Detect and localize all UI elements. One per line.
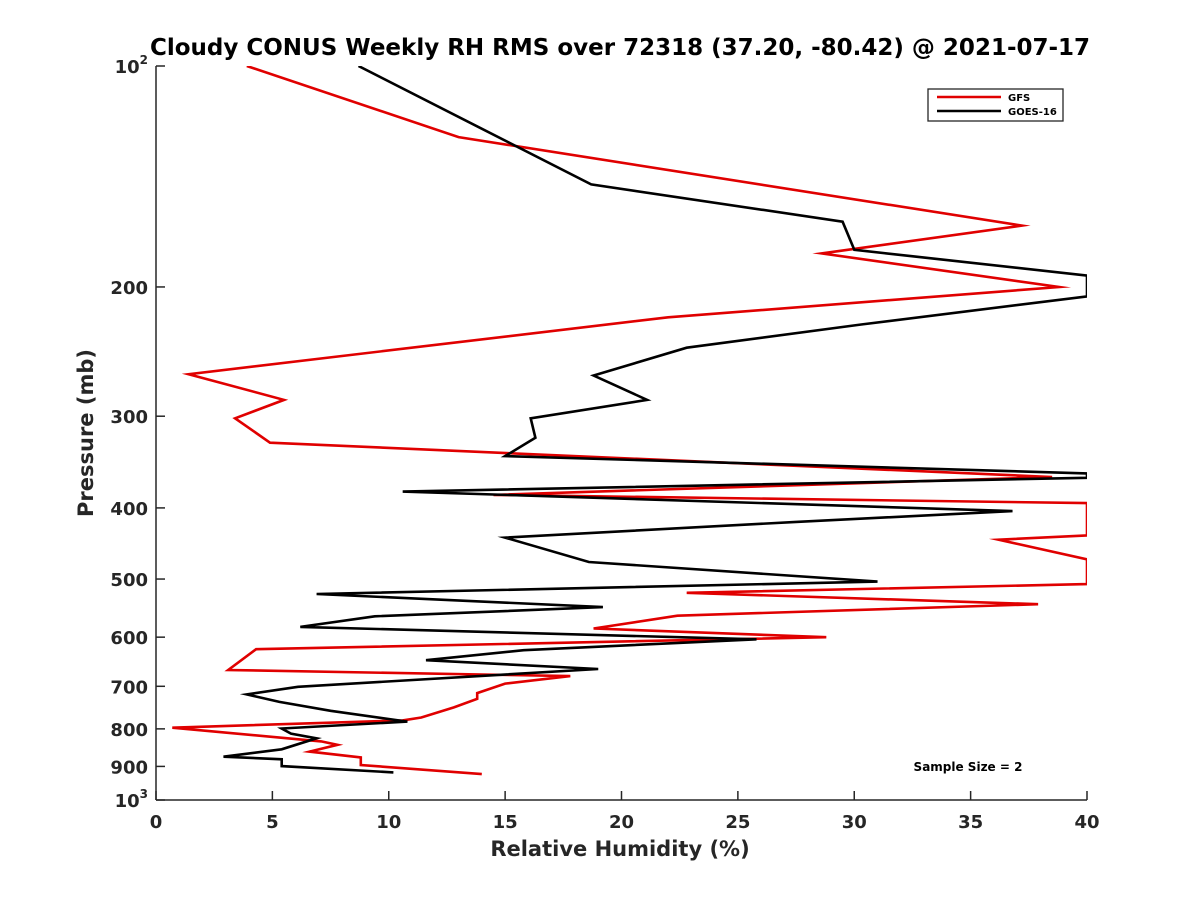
y-tick-label: 300 (110, 407, 148, 428)
series-layer (172, 66, 1087, 776)
plot-area (156, 66, 1087, 800)
series-line-goes-16 (223, 66, 1087, 774)
legend-label: GOES-16 (1008, 107, 1057, 118)
y-axis-label: Pressure (mb) (74, 349, 98, 517)
y-tick-label: 500 (110, 570, 148, 591)
x-tick-label: 15 (493, 812, 518, 833)
series-line-gfs (172, 66, 1087, 776)
x-tick-label: 25 (725, 812, 750, 833)
x-tick-label: 10 (376, 812, 401, 833)
y-tick-label: 700 (110, 677, 148, 698)
x-axis-label: Relative Humidity (%) (490, 837, 749, 861)
sample-size-annotation: Sample Size = 2 (914, 760, 1023, 774)
y-tick-label: 103 (115, 787, 148, 812)
y-tick-label: 200 (110, 278, 148, 299)
x-tick-label: 5 (266, 812, 279, 833)
x-tick-label: 30 (842, 812, 867, 833)
legend-label: GFS (1008, 93, 1030, 104)
y-tick-label: 800 (110, 720, 148, 741)
x-tick-label: 40 (1074, 812, 1099, 833)
legend-box (927, 88, 1064, 122)
x-tick-label: 0 (150, 812, 163, 833)
chart-title: Cloudy CONUS Weekly RH RMS over 72318 (3… (150, 35, 1090, 61)
legend: GFS GOES-16 (927, 88, 1064, 122)
y-tick-label: 900 (110, 757, 148, 778)
y-tick-label: 600 (110, 628, 148, 649)
x-tick-label: 35 (958, 812, 983, 833)
y-tick-label: 400 (110, 499, 148, 520)
axes-layer: 0 5 10 15 20 25 30 35 40 102 200 300 400 500 600 700 800… (110, 53, 1099, 833)
x-tick-label: 20 (609, 812, 634, 833)
y-tick-label: 102 (115, 53, 148, 78)
